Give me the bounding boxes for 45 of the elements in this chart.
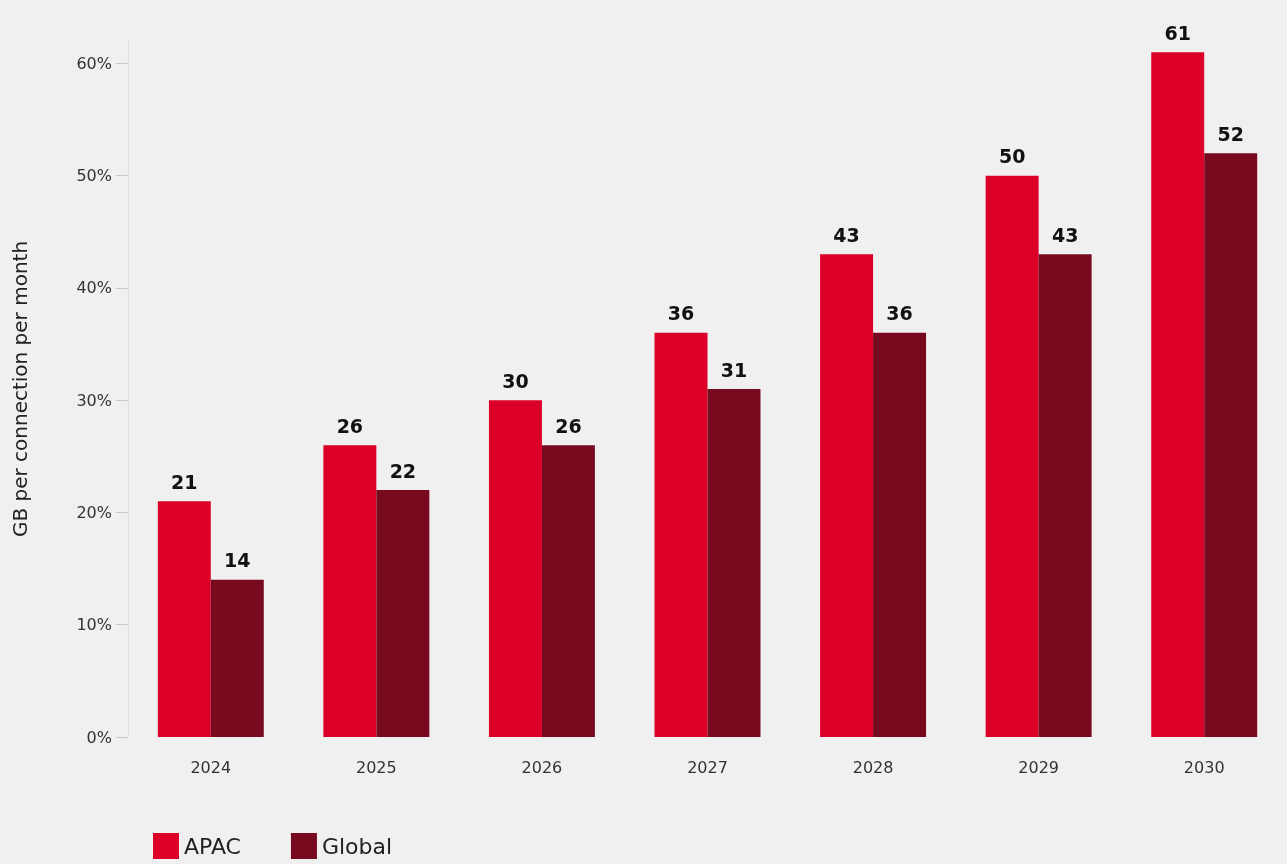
- bar: [1151, 52, 1205, 737]
- bar: [157, 501, 211, 737]
- bar: [820, 254, 874, 737]
- data-label: 36: [886, 302, 913, 325]
- data-label: 50: [998, 145, 1026, 168]
- legend-label: Global: [321, 833, 393, 859]
- bar: [985, 175, 1039, 737]
- bar: [210, 579, 264, 737]
- data-label: 31: [720, 358, 748, 381]
- x-tick-label: 2026: [521, 757, 563, 777]
- bar: [323, 445, 377, 737]
- y-tick-label: 50%: [76, 166, 112, 186]
- x-tick-label: 2027: [687, 757, 728, 777]
- data-label: 36: [667, 302, 695, 325]
- bar: [488, 400, 542, 737]
- data-label: 21: [171, 470, 198, 493]
- bar: [376, 490, 430, 737]
- y-tick-label: 60%: [76, 53, 112, 73]
- bar: [654, 332, 708, 737]
- x-tick-label: 2029: [1018, 757, 1059, 777]
- data-label: 52: [1217, 122, 1244, 145]
- y-tick-label: 0%: [86, 727, 112, 747]
- bar: [541, 445, 595, 737]
- y-axis-title: GB per connection per month: [8, 240, 32, 538]
- data-label: 22: [389, 459, 417, 482]
- bar: [1204, 153, 1258, 737]
- x-tick-label: 2025: [356, 757, 397, 777]
- legend-label: APAC: [184, 833, 241, 859]
- bar: [873, 332, 927, 737]
- data-label: 43: [1051, 223, 1079, 246]
- data-label: 26: [555, 414, 582, 437]
- bar: [707, 389, 761, 737]
- y-tick-label: 20%: [76, 502, 112, 522]
- data-label: 30: [502, 369, 529, 392]
- data-label: 26: [336, 414, 364, 437]
- x-tick-label: 2028: [852, 757, 894, 777]
- bar: [1038, 254, 1092, 737]
- x-tick-label: 2030: [1183, 757, 1225, 777]
- y-tick-label: 10%: [76, 615, 112, 635]
- y-tick-label: 40%: [76, 278, 112, 298]
- y-tick-label: 30%: [76, 390, 112, 410]
- x-tick-label: 2024: [190, 757, 232, 777]
- data-label: 61: [1164, 21, 1191, 44]
- data-label: 43: [833, 223, 860, 246]
- data-label: 14: [224, 549, 251, 572]
